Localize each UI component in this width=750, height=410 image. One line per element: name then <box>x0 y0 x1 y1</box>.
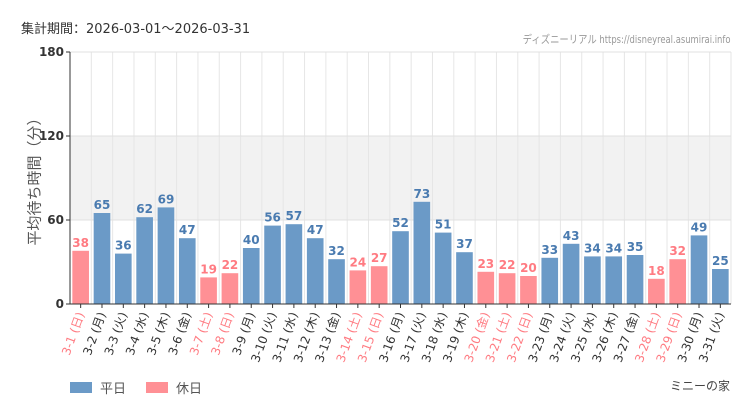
attraction-name: ミニーの家 <box>669 379 730 393</box>
data-label: 47 <box>307 223 324 237</box>
data-label: 22 <box>499 258 516 272</box>
data-label: 37 <box>456 237 473 251</box>
bar <box>264 225 281 304</box>
data-label: 35 <box>627 240 644 254</box>
bar <box>605 256 623 304</box>
bar <box>541 257 559 304</box>
bar <box>392 231 409 304</box>
data-label: 43 <box>563 229 580 243</box>
bar <box>413 201 431 304</box>
data-label: 73 <box>413 187 430 201</box>
data-label: 34 <box>584 241 601 255</box>
bar <box>584 256 601 304</box>
data-label: 52 <box>392 216 409 230</box>
bar <box>306 238 324 304</box>
data-label: 20 <box>520 261 537 275</box>
data-label: 65 <box>94 198 111 212</box>
bar <box>221 273 239 304</box>
data-label: 18 <box>648 264 665 278</box>
bar <box>669 259 687 304</box>
bar <box>690 235 708 304</box>
data-label: 24 <box>350 255 367 269</box>
data-label: 32 <box>669 244 686 258</box>
y-tick-label: 180 <box>39 45 64 59</box>
data-label: 40 <box>243 233 260 247</box>
bar <box>285 224 303 304</box>
data-label: 51 <box>435 218 452 232</box>
bar <box>114 253 132 304</box>
data-label: 36 <box>115 239 132 253</box>
bar <box>477 271 495 304</box>
data-label: 62 <box>136 202 153 216</box>
y-tick-label: 60 <box>47 213 64 227</box>
bar <box>93 213 111 304</box>
bar <box>242 248 260 304</box>
data-label: 19 <box>200 262 217 276</box>
data-label: 34 <box>605 241 622 255</box>
data-label: 22 <box>222 258 239 272</box>
bar <box>456 252 473 304</box>
shaded-band <box>70 136 731 220</box>
data-label: 32 <box>328 244 345 258</box>
data-label: 38 <box>72 236 89 250</box>
bar <box>520 276 537 304</box>
bar <box>712 269 729 304</box>
data-label: 33 <box>541 243 558 257</box>
data-label: 69 <box>158 192 175 206</box>
data-label: 57 <box>286 209 303 223</box>
site-credit: ディズニーリアル https://disneyreal.asumirai.inf… <box>522 33 730 46</box>
bar <box>562 243 580 304</box>
bar <box>434 232 452 304</box>
bar <box>648 278 665 304</box>
data-label: 47 <box>179 223 196 237</box>
data-label: 25 <box>712 254 729 268</box>
period-label: 集計期間：2026-03-01～2026-03-31 <box>21 22 251 37</box>
y-tick-label: 0 <box>56 297 64 311</box>
bar <box>328 259 345 304</box>
legend-item-holiday: 休日 <box>146 378 202 397</box>
data-label: 56 <box>264 211 281 225</box>
y-tick-label: 120 <box>39 129 64 143</box>
legend-label: 休日 <box>176 382 203 397</box>
data-label: 23 <box>477 257 494 271</box>
legend-swatch <box>146 382 169 393</box>
bar <box>626 255 644 304</box>
bar <box>498 273 516 304</box>
bar <box>157 207 175 304</box>
bar <box>72 250 89 304</box>
data-label: 27 <box>371 251 388 265</box>
legend-swatch <box>70 382 92 393</box>
bar <box>136 217 153 304</box>
legend-label: 平日 <box>100 382 127 397</box>
data-label: 49 <box>691 220 708 234</box>
bar <box>370 266 388 304</box>
bar <box>178 238 196 304</box>
bar <box>349 270 367 304</box>
bar <box>200 277 217 304</box>
y-axis-label: 平均待ち時間（分） <box>25 110 44 246</box>
legend: 平日 休日 <box>70 378 222 397</box>
legend-item-weekday: 平日 <box>70 378 126 397</box>
